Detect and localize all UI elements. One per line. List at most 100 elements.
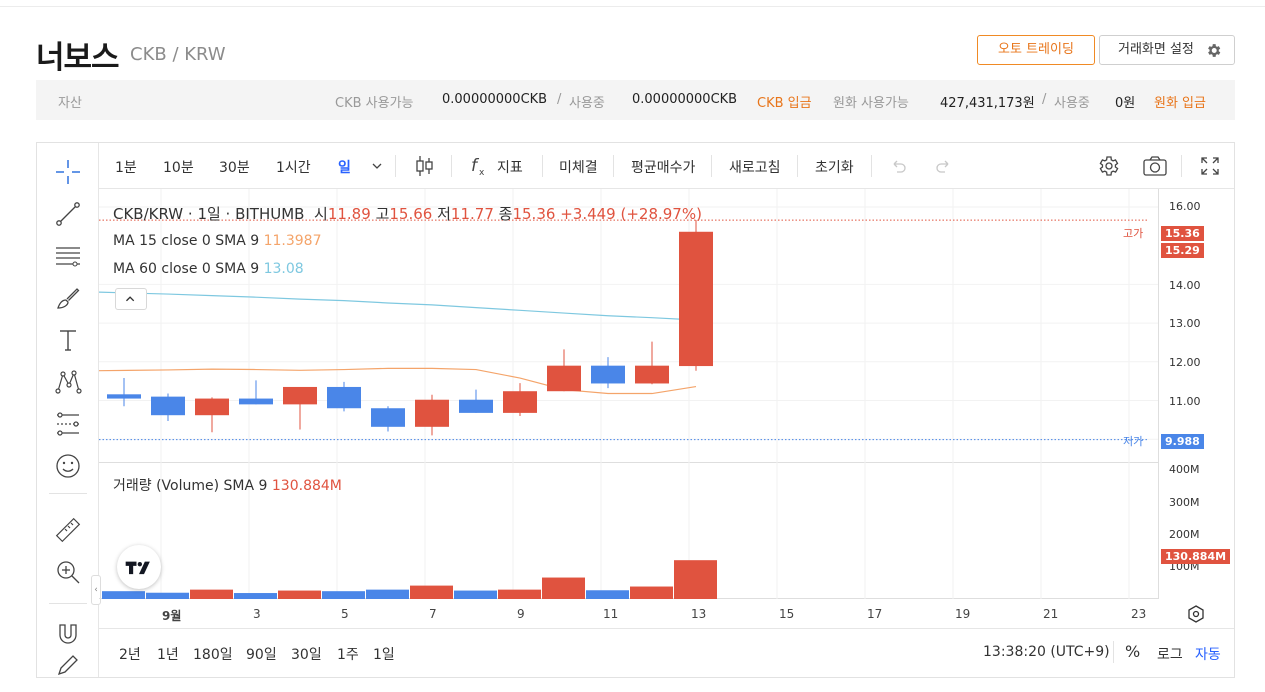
- toolbar-divider: [49, 493, 87, 494]
- unfilled-orders-button[interactable]: 미체결: [559, 160, 598, 176]
- sidebar-collapse-handle[interactable]: ‹: [91, 575, 101, 605]
- forecast-tool[interactable]: [51, 407, 85, 441]
- auto-toggle[interactable]: 자동: [1195, 647, 1221, 663]
- krw-available-value: 427,431,173원: [940, 96, 1035, 111]
- range-90d[interactable]: 90일: [246, 647, 277, 663]
- volume-tick: 400M: [1169, 463, 1200, 476]
- symbol-legend: CKB/KRW · 1일 · BITHUMB 시11.89 고15.66 저11…: [113, 203, 702, 224]
- brush-tool[interactable]: [51, 281, 85, 315]
- pattern-tool[interactable]: [51, 365, 85, 399]
- krw-deposit-link[interactable]: 원화 입금: [1154, 96, 1206, 111]
- page-header: 너보스 CKB / KRW 오토 트레이딩 거래화면 설정: [36, 30, 1235, 76]
- close-value: 15.36: [512, 205, 556, 223]
- fib-tool[interactable]: [51, 239, 85, 273]
- low-line-label: 저가: [1123, 435, 1144, 448]
- candle-body: [327, 386, 361, 409]
- volume-tick: 300M: [1169, 496, 1200, 509]
- time-label: 9월: [162, 609, 182, 623]
- ma60-legend[interactable]: MA 60 close 0 SMA 9 13.08: [113, 261, 304, 277]
- toolbar-divider-2: [49, 603, 87, 604]
- magnet-tool[interactable]: [51, 617, 85, 651]
- refresh-button[interactable]: 새로고침: [729, 160, 781, 176]
- toolbar-sep: [542, 155, 543, 177]
- settings-icon[interactable]: [1096, 154, 1120, 178]
- volume-label: 거래량 (Volume) SMA 9: [113, 478, 268, 494]
- price-tick: 11.00: [1169, 395, 1201, 408]
- volume-bar: [410, 585, 453, 599]
- chevron-down-icon[interactable]: [371, 161, 383, 171]
- range-2y[interactable]: 2년: [119, 647, 141, 663]
- high-label: 고: [375, 205, 390, 223]
- tradingview-logo[interactable]: [117, 545, 161, 589]
- price-axis[interactable]: 16.00 15.36 15.29 14.00 13.00 12.00 11.0…: [1158, 189, 1234, 599]
- lock-drawing-tool[interactable]: [51, 653, 85, 677]
- redo-icon[interactable]: [935, 157, 953, 175]
- volume-legend[interactable]: 거래량 (Volume) SMA 9 130.884M: [113, 475, 342, 495]
- range-180d[interactable]: 180일: [193, 647, 233, 663]
- range-bar: 2년 1년 180일 90일 30일 1주 1일 13:38:20 (UTC+9…: [99, 629, 1234, 677]
- undo-icon[interactable]: [889, 157, 907, 175]
- trend-line-icon: [56, 202, 80, 226]
- time-label: 7: [429, 607, 437, 621]
- range-30d[interactable]: 30일: [291, 647, 322, 663]
- volume-bar: [190, 589, 233, 599]
- coin-title: 너보스: [36, 40, 120, 76]
- ruler-tool[interactable]: [51, 513, 85, 547]
- indicator-button[interactable]: 지표: [497, 160, 523, 176]
- crosshair-tool[interactable]: [51, 155, 85, 189]
- interval-1m[interactable]: 1분: [115, 160, 137, 176]
- candle-body: [591, 365, 625, 384]
- price-pane[interactable]: CKB/KRW · 1일 · BITHUMB 시11.89 고15.66 저11…: [99, 189, 1158, 463]
- price-tick: 14.00: [1169, 279, 1201, 292]
- low-value: 11.77: [450, 205, 494, 223]
- interval-10m[interactable]: 10분: [163, 160, 194, 176]
- trend-line-tool[interactable]: [51, 197, 85, 231]
- interval-30m[interactable]: 30분: [219, 160, 250, 176]
- tradingview-logo-icon: [125, 561, 150, 574]
- top-divider: [0, 6, 1265, 7]
- price-tick: 12.00: [1169, 356, 1201, 369]
- text-tool[interactable]: [51, 323, 85, 357]
- ma60-label: MA 60 close 0 SMA 9: [113, 261, 260, 277]
- asset-label: 자산: [58, 96, 82, 111]
- avg-price-button[interactable]: 평균매수가: [631, 160, 696, 176]
- percent-toggle[interactable]: %: [1125, 642, 1141, 661]
- coin-pair: CKB / KRW: [130, 44, 226, 65]
- time-label: 15: [779, 607, 795, 621]
- clock-timezone[interactable]: 13:38:20 (UTC+9): [983, 644, 1110, 660]
- volume-chart: [102, 463, 1130, 599]
- auto-trading-button[interactable]: 오토 트레이딩: [977, 35, 1095, 65]
- zoom-tool[interactable]: [51, 555, 85, 589]
- candle-body: [371, 408, 405, 427]
- legend-collapse-button[interactable]: [115, 288, 147, 310]
- price-tick: 16.00: [1169, 200, 1201, 213]
- price-chart: [99, 189, 1158, 463]
- time-label: 23: [1131, 607, 1147, 621]
- change-value: +3.449 (+28.97%): [560, 205, 702, 223]
- axis-settings-icon[interactable]: [1186, 604, 1206, 624]
- log-toggle[interactable]: 로그: [1157, 647, 1183, 663]
- camera-icon[interactable]: [1142, 154, 1168, 178]
- range-1d[interactable]: 1일: [373, 647, 395, 663]
- ckb-in-use-value: 0.00000000CKB: [632, 92, 738, 107]
- range-1w[interactable]: 1주: [337, 647, 359, 663]
- reset-button[interactable]: 초기화: [815, 160, 854, 176]
- fullscreen-icon[interactable]: [1199, 155, 1221, 177]
- interval-1d[interactable]: 일: [338, 160, 351, 176]
- volume-pane[interactable]: 거래량 (Volume) SMA 9 130.884M: [99, 463, 1158, 599]
- time-label: 5: [341, 607, 349, 621]
- ckb-deposit-link[interactable]: CKB 입금: [757, 96, 812, 111]
- ma15-legend[interactable]: MA 15 close 0 SMA 9 11.3987: [113, 233, 322, 249]
- screen-setting-button[interactable]: 거래화면 설정: [1099, 35, 1235, 65]
- volume-bar: [542, 577, 585, 599]
- krw-available-label: 원화 사용가능: [833, 96, 909, 111]
- ma15-line: [99, 367, 697, 395]
- gear-icon: [1208, 44, 1221, 57]
- time-axis[interactable]: 9월 3 5 7 9 11 13 15 17 19 21 23: [99, 599, 1234, 629]
- candlestick-icon[interactable]: [413, 154, 435, 178]
- emoji-tool[interactable]: [51, 449, 85, 483]
- range-1y[interactable]: 1년: [157, 647, 179, 663]
- ma60-value: 13.08: [263, 261, 304, 277]
- interval-1h[interactable]: 1시간: [276, 160, 311, 176]
